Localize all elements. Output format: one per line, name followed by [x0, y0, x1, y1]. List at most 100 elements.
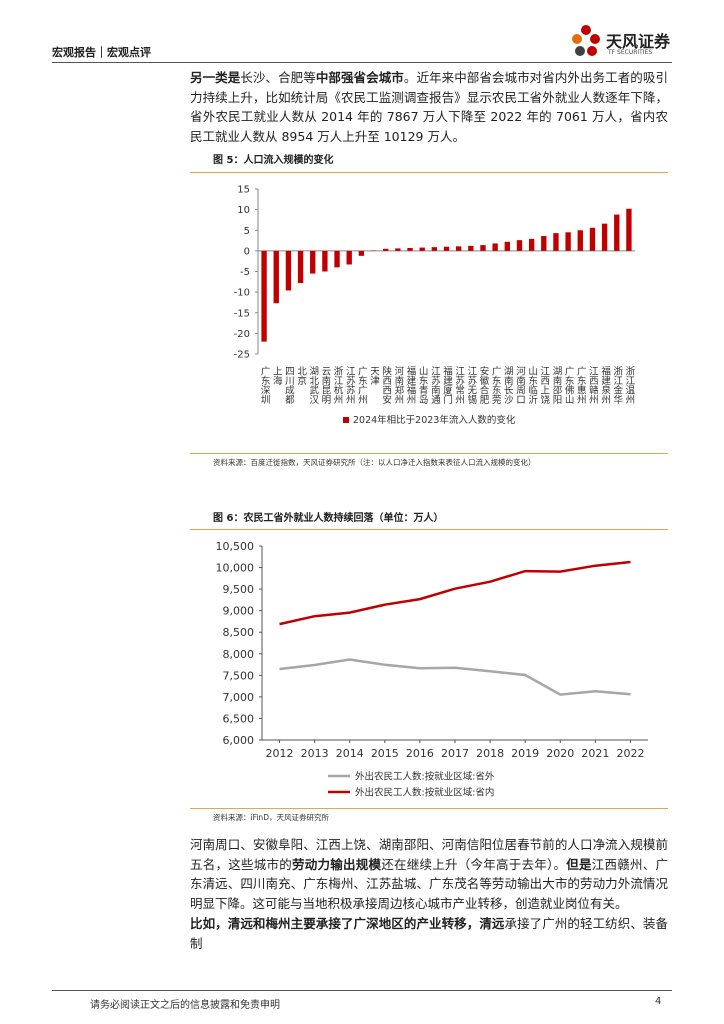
x-tick-label: 2013: [301, 747, 329, 760]
bar: [480, 245, 486, 251]
x-tick-label: 2016: [406, 747, 434, 760]
x-tick-label: 广东惠州: [575, 365, 587, 404]
bar: [334, 250, 340, 268]
y-tick-label: 0: [244, 246, 250, 257]
bar: [626, 208, 632, 251]
bar: [285, 250, 292, 291]
bar: [346, 250, 352, 265]
y-tick-label: 5: [244, 226, 250, 237]
bar: [577, 230, 583, 251]
bar: [468, 245, 474, 251]
x-tick-label: 浙江温州: [623, 365, 635, 404]
x-tick-label: 湖南邵阳: [550, 366, 562, 404]
x-tick-label: 山东临沂: [526, 366, 538, 405]
x-tick-label: 广东深圳: [259, 365, 271, 404]
text-run: 比如，清远和梅州主要承接了广深地区的产业转移，清远: [190, 916, 505, 931]
x-tick-label: 云南昆明: [319, 366, 331, 405]
disclaimer: 请务必阅读正文之后的信息披露和免责申明: [90, 1000, 280, 1011]
y-tick-label: 9,500: [223, 583, 255, 596]
x-tick-label: 安徽合肥: [477, 365, 489, 405]
section-label: 宏观报告｜宏观点评: [52, 46, 151, 59]
y-tick-label: -15: [234, 308, 250, 319]
y-tick-label: -20: [234, 329, 250, 340]
x-tick-label: 江苏无锡: [465, 366, 477, 405]
text-run: 但是: [566, 856, 592, 872]
x-tick-label: 江苏常州: [453, 366, 465, 404]
legend-label: 2024年相比于2023年流入人数的变化: [353, 414, 516, 426]
bar: [553, 233, 559, 251]
bar-chart: 15 10 5 0 -5 -10 -15 -20 -25 广东深圳 上海 四川成都 北京 湖北武汉 云南昆明…: [234, 185, 636, 427]
paragraph: 另一类是长沙、合肥等中部强省会城市。近年来中部省会城市对省内外出务工者的吸引力持…: [190, 68, 668, 146]
bar: [431, 247, 438, 251]
x-tick-label: 天津: [368, 366, 380, 386]
text-run: 另一类是: [190, 70, 241, 85]
text-run: 承接了广州的轻工纺织、装备制: [190, 916, 668, 951]
bar: [297, 250, 304, 284]
bar: [504, 241, 510, 251]
source: 资料来源：iFinD，天风证券研究所: [213, 813, 329, 822]
x-tick-label: 河南郑州: [392, 365, 404, 404]
x-tick-label: 江苏南通: [429, 366, 441, 405]
bar: [528, 238, 535, 251]
y-tick-label: 6,500: [223, 712, 255, 725]
bar: [261, 250, 267, 342]
bar: [516, 240, 523, 251]
figure-rule: [190, 172, 668, 173]
bar: [407, 247, 413, 251]
x-tick-label: 浙江金华: [611, 365, 623, 405]
x-tick-label: 广东广州: [356, 365, 368, 404]
y-tick-label: 8,500: [223, 626, 255, 639]
bar: [419, 247, 425, 251]
line-series: [279, 560, 631, 626]
header-rule: [52, 62, 672, 63]
bar: [565, 232, 571, 251]
bar: [589, 227, 596, 251]
bar: [358, 250, 365, 256]
y-tick-label: 15: [237, 185, 250, 196]
footer-rule: [52, 990, 672, 991]
x-tick-label: 2015: [371, 747, 399, 760]
line-chart: 10,500 10,000 9,500 9,000 8,500 8,000 7,500 7,0…: [216, 540, 648, 799]
y-tick-label: 10,500: [216, 540, 255, 553]
y-tick-label: 8,000: [223, 648, 255, 661]
y-tick-label: 7,500: [223, 669, 255, 682]
x-tick-label: 山东青岛: [417, 366, 429, 405]
y-tick-label: 9,000: [223, 605, 255, 618]
bar: [455, 246, 462, 251]
x-tick-label: 2018: [476, 747, 504, 760]
figure-title: 图 6：农民工省外就业人数持续回落（单位：万人）: [213, 513, 444, 524]
x-tick-label: 陕西西安: [380, 365, 392, 405]
bar: [322, 250, 328, 272]
y-tick-label: 10: [237, 205, 250, 216]
x-tick-label: 2019: [511, 747, 539, 760]
legend-label: 外出农民工人数:按就业区域:省外: [355, 771, 495, 783]
paragraph: 比如，清远和梅州主要承接了广深地区的产业转移，清远承接了广州的轻工纺织、装备制: [190, 914, 668, 953]
text-run: 劳动力输出规模: [291, 856, 382, 872]
x-tick-label: 2022: [616, 747, 644, 760]
y-tick-label: 10,000: [216, 562, 255, 575]
x-tick-label: 福建厦门: [441, 365, 453, 405]
line-series: [279, 658, 631, 696]
text-run: 江西赣州、广东清远、四川南充、广东梅州、江苏盐城、广东茂名等劳动输出大市的劳动力…: [190, 856, 668, 911]
bar: [273, 250, 279, 304]
x-tick-label: 2021: [581, 747, 609, 760]
x-tick-label: 2014: [336, 747, 364, 760]
y-tick-label: 7,000: [223, 691, 255, 704]
x-tick-label: 广东佛山: [563, 365, 575, 404]
legend-swatch: [343, 417, 349, 423]
bar: [492, 243, 498, 251]
x-tick-label: 江西赣州: [587, 366, 599, 404]
x-tick-label: 福建福州: [405, 365, 417, 404]
page-number: 4: [655, 996, 662, 1007]
x-tick-label: 河南周口: [514, 365, 526, 404]
brand: 天风证券: [606, 32, 671, 51]
logo-icon: [572, 25, 600, 56]
x-tick-label: 2020: [546, 747, 574, 760]
x-tick-label: 北京: [295, 366, 307, 386]
bar: [443, 246, 450, 251]
x-tick-label: 湖南长沙: [502, 366, 514, 404]
y-tick-label: -25: [234, 350, 250, 361]
x-tick-label: 2017: [441, 747, 469, 760]
x-tick-label: 上海: [271, 366, 283, 386]
